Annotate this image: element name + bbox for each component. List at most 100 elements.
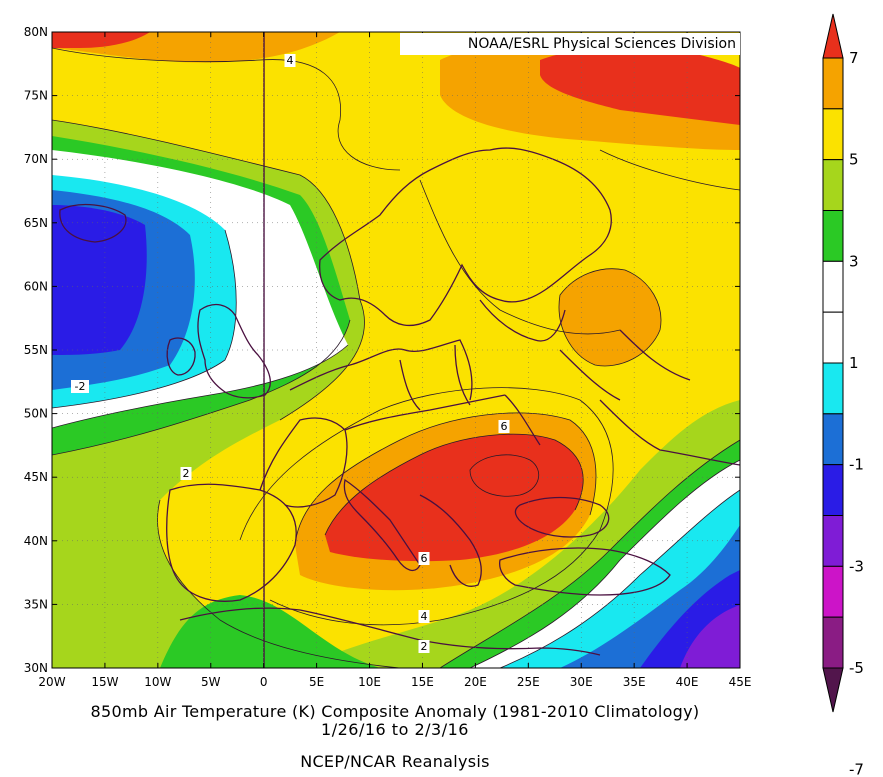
- colorbar-segment: [822, 515, 844, 567]
- colorbar-segment: [822, 413, 844, 466]
- lat-tick-label: 60N: [24, 279, 48, 293]
- contour-label-bg: [418, 610, 430, 623]
- contour-line: [469, 459, 740, 668]
- contour-line: [157, 499, 401, 668]
- coastline-britain: [197, 303, 271, 399]
- anomaly-fill-layer: [52, 32, 740, 668]
- contour-line: [52, 229, 237, 409]
- lon-tick-label: 5W: [201, 675, 221, 689]
- lat-tick-label: 75N: [24, 89, 48, 103]
- caption-title: 850mb Air Temperature (K) Composite Anom…: [90, 702, 700, 721]
- colorbar-segment: [822, 210, 844, 262]
- contour-line: [599, 149, 740, 191]
- field-southeast-violet: [680, 605, 740, 668]
- coastline-black-sea: [514, 496, 610, 538]
- colorbar-label: -7: [849, 761, 864, 777]
- coastlines-borders: [59, 32, 740, 668]
- field-balkan-red: [325, 434, 584, 562]
- contour-line: [499, 489, 740, 668]
- colorbar-label: 7: [849, 49, 859, 67]
- colorbar: 7 5 3 1 -1 -3 -5 -7: [822, 13, 864, 777]
- contour-line: [419, 179, 621, 335]
- longitude-axis: 20W 15W 10W 5W 0 5E 10E 15E 20E 25E 30E 35E 40E 45E: [38, 32, 751, 689]
- colorbar-segment: [822, 159, 844, 212]
- field-russia-orange: [559, 268, 661, 366]
- lon-tick-label: 40E: [676, 675, 699, 689]
- colorbar-label: -3: [849, 557, 864, 575]
- contour-label: -2: [75, 380, 86, 393]
- colorbar-label: 1: [849, 354, 859, 372]
- colorbar-segment: [822, 616, 844, 669]
- colorbar-segment: [822, 57, 844, 110]
- contour-label-bg: [71, 380, 89, 393]
- colorbar-label: 3: [849, 252, 859, 270]
- lat-tick-label: 40N: [24, 534, 48, 548]
- colorbar-segment: [822, 108, 844, 161]
- coastline-balkans: [419, 494, 482, 587]
- latitude-axis: 80N 75N 70N 65N 60N 55N 50N 45N 40N 35N 30N: [24, 25, 740, 675]
- field-northeast-red: [540, 48, 740, 125]
- lon-tick-label: 15W: [91, 675, 118, 689]
- colorbar-segment: [822, 362, 844, 415]
- contour-line: [469, 454, 540, 497]
- lon-tick-label: 45E: [729, 675, 752, 689]
- coastline-continent: [289, 339, 473, 401]
- contour-label-bg: [284, 54, 296, 67]
- lon-tick-label: 5E: [309, 675, 324, 689]
- lon-tick-label: 15E: [411, 675, 434, 689]
- coastline-ireland: [166, 337, 196, 376]
- lat-tick-label: 65N: [24, 216, 48, 230]
- border-eastern-europe: [559, 329, 740, 466]
- lon-tick-label: 0: [260, 675, 268, 689]
- contour-line: [52, 319, 351, 456]
- lat-tick-label: 80N: [24, 25, 48, 39]
- coastline-turkey: [499, 547, 671, 596]
- colorbar-segment: [822, 464, 844, 516]
- lat-tick-label: 30N: [24, 661, 48, 675]
- coastline-italy: [343, 478, 421, 572]
- lon-tick-label: 10W: [144, 675, 171, 689]
- field-north-red-west: [52, 32, 150, 48]
- field-west-deepblue: [52, 205, 147, 355]
- contour-label-bg: [498, 420, 510, 433]
- contour-label: 4: [287, 54, 294, 67]
- colorbar-label: 5: [849, 151, 859, 169]
- lat-tick-label: 50N: [24, 407, 48, 421]
- contour-lines: [52, 47, 740, 668]
- contour-label: 2: [421, 640, 428, 653]
- lon-tick-label: 25E: [517, 675, 540, 689]
- colorbar-segment: [822, 260, 844, 313]
- contour-label-bg: [180, 467, 192, 480]
- lon-tick-label: 10E: [358, 675, 381, 689]
- lat-tick-label: 35N: [24, 597, 48, 611]
- lon-tick-label: 30E: [570, 675, 593, 689]
- coastline-iberia: [166, 483, 297, 602]
- lon-tick-label: 35E: [623, 675, 646, 689]
- contour-label-layer: 4 -2 2 6 6 4 2: [71, 54, 510, 653]
- contour-label: 6: [501, 420, 508, 433]
- border-france: [259, 417, 348, 508]
- colorbar-segment: [822, 311, 844, 364]
- colorbar-label: -1: [849, 456, 864, 474]
- lon-tick-label: 20W: [38, 675, 65, 689]
- contour-line: [558, 268, 662, 367]
- colorbar-top-arrow: [822, 13, 844, 59]
- contour-line: [52, 344, 349, 429]
- lon-tick-label: 20E: [464, 675, 487, 689]
- coastline-iceland: [59, 203, 127, 243]
- lat-tick-label: 45N: [24, 470, 48, 484]
- gridlines: [52, 32, 740, 668]
- contour-line: [52, 47, 401, 171]
- border-central-europe: [344, 344, 541, 446]
- colorbar-segment: [822, 565, 844, 618]
- contour-label: 6: [421, 552, 428, 565]
- coastline-north-africa: [179, 607, 601, 656]
- coastline-baltic: [479, 299, 566, 342]
- coastline-scandinavia: [319, 147, 612, 327]
- colorbar-label: -5: [849, 659, 864, 677]
- contour-label: 2: [183, 467, 190, 480]
- contour-label: 4: [421, 610, 428, 623]
- credit-label: NOAA/ESRL Physical Sciences Division: [400, 33, 740, 55]
- caption-dates: 1/26/16 to 2/3/16: [321, 720, 469, 739]
